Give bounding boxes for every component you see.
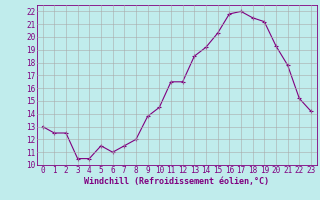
X-axis label: Windchill (Refroidissement éolien,°C): Windchill (Refroidissement éolien,°C) <box>84 177 269 186</box>
